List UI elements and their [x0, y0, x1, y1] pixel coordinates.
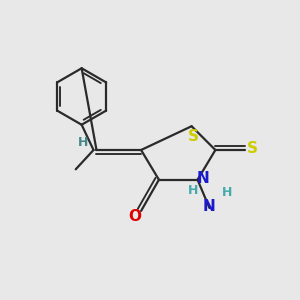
Text: H: H [188, 184, 198, 197]
Text: S: S [247, 141, 258, 156]
Text: O: O [129, 209, 142, 224]
Text: H: H [78, 136, 88, 149]
Text: N: N [197, 171, 210, 186]
Text: S: S [188, 129, 199, 144]
Text: H: H [221, 186, 232, 199]
Text: N: N [203, 199, 216, 214]
